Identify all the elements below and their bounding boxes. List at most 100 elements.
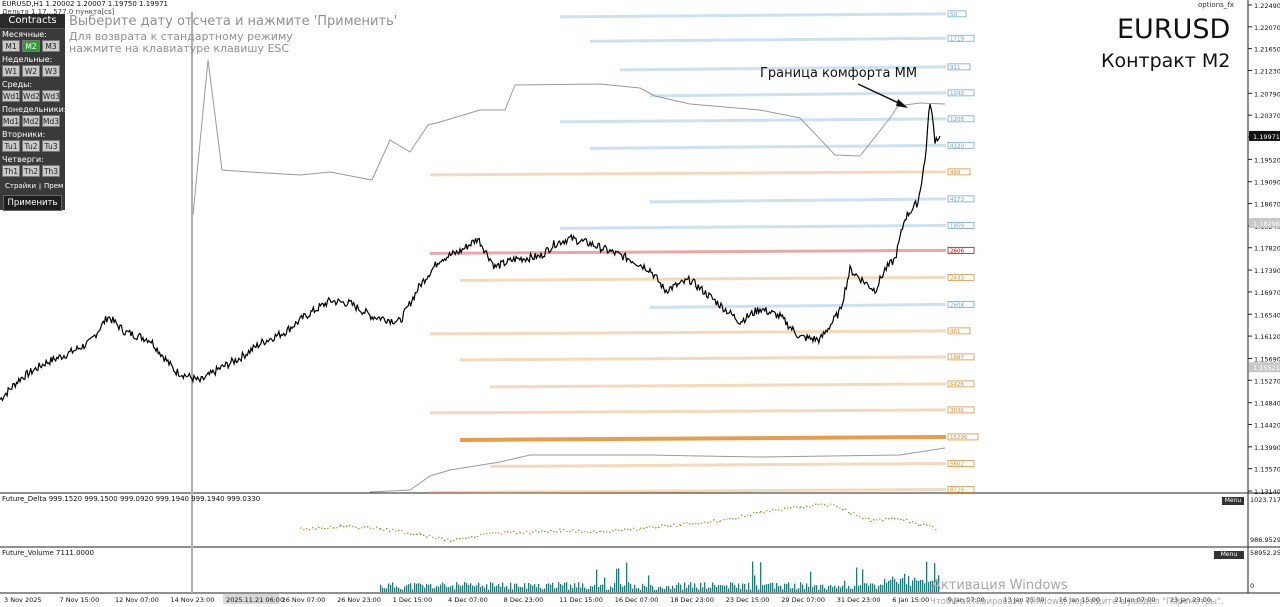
delta-point — [815, 503, 817, 505]
volume-bar — [634, 584, 636, 592]
delta-point — [600, 530, 602, 532]
volume-bar — [710, 587, 712, 592]
contract-button-w2[interactable]: W2 — [22, 65, 40, 77]
volume-bar — [706, 588, 708, 592]
contract-button-w3[interactable]: W3 — [42, 65, 60, 77]
contract-button-m2[interactable]: M2 — [22, 40, 40, 52]
delta-point — [538, 531, 540, 533]
hint-line-1: Выберите дату отсчета и нажмите 'Примени… — [69, 14, 398, 29]
volume-bar — [576, 587, 578, 592]
option-level-label: 50 — [950, 12, 957, 18]
option-level-bar — [429, 487, 947, 494]
delta-point — [923, 523, 925, 525]
option-level-bar — [649, 91, 947, 98]
delta-point — [784, 507, 786, 509]
volume-bar — [918, 580, 920, 592]
option-level-bar — [589, 143, 947, 150]
delta-point — [563, 529, 565, 531]
contract-button-md3[interactable]: Md3 — [42, 115, 60, 127]
group-buttons: Th1 Th2 Th3 — [0, 165, 65, 178]
premium-radio[interactable] — [39, 182, 42, 190]
delta-menu-button[interactable]: Menu — [1222, 497, 1244, 505]
delta-point — [876, 519, 878, 521]
option-level-label: 3836 — [950, 408, 964, 414]
volume-bar — [690, 582, 692, 592]
contract-button-tu1[interactable]: Tu1 — [2, 140, 20, 152]
delta-point — [824, 504, 826, 506]
volume-bar — [410, 583, 412, 592]
chart-area[interactable] — [0, 0, 1248, 493]
delta-point — [760, 511, 762, 513]
contract-button-th2[interactable]: Th2 — [22, 165, 40, 177]
price-tick-label: 1.13990 — [1254, 444, 1280, 452]
volume-bar — [730, 582, 732, 592]
option-level-box — [947, 63, 971, 71]
volume-bar — [766, 584, 768, 592]
contract-button-tu3[interactable]: Tu3 — [42, 140, 60, 152]
delta-point — [695, 522, 697, 525]
volume-bar — [554, 588, 556, 592]
contract-button-wd1[interactable]: Wd1 — [2, 90, 20, 102]
contract-button-wd3[interactable]: Wd3 — [42, 90, 60, 102]
volume-bar — [846, 588, 848, 592]
volume-bar — [800, 582, 802, 592]
reference-date-tag — [223, 594, 280, 604]
contract-button-m3[interactable]: M3 — [42, 40, 60, 52]
volume-menu-button[interactable]: Menu — [1214, 551, 1244, 559]
delta-point — [584, 530, 586, 533]
volume-bar — [480, 587, 482, 592]
delta-point — [444, 539, 446, 542]
delta-point — [535, 530, 537, 532]
delta-point — [609, 531, 611, 533]
volume-bar — [896, 581, 898, 592]
delta-point — [321, 527, 323, 529]
volume-bar — [732, 583, 734, 592]
volume-bar — [726, 585, 728, 592]
delta-point — [707, 522, 709, 524]
contract-button-tu2[interactable]: Tu2 — [22, 140, 40, 152]
delta-point — [862, 517, 864, 520]
delta-point — [870, 520, 872, 523]
volume-bar — [584, 587, 586, 592]
volume-bar — [878, 585, 880, 592]
contract-button-w1[interactable]: W1 — [2, 65, 20, 77]
apply-button[interactable]: Применить — [3, 195, 62, 211]
volume-bar — [546, 583, 548, 592]
volume-bar — [860, 585, 862, 592]
contract-button-th3[interactable]: Th3 — [42, 165, 60, 177]
price-line — [0, 103, 941, 402]
contract-button-m1[interactable]: M1 — [2, 40, 20, 52]
time-tick-label: 16 Dec 07:00 — [615, 596, 659, 604]
contract-groups: Месячные: M1 M2 M3 Недельные: W1 W2 W3 Среды: Wd1… — [0, 29, 67, 178]
delta-point — [516, 533, 518, 535]
volume-bar — [522, 587, 524, 592]
volume-bar — [442, 582, 444, 592]
volume-bar — [722, 585, 724, 592]
volume-bar — [658, 587, 660, 592]
volume-bar — [772, 582, 774, 592]
delta-point — [498, 532, 500, 534]
volume-bar — [666, 586, 668, 592]
delta-point — [701, 522, 703, 524]
volume-bar — [694, 583, 696, 592]
option-level-bar — [619, 65, 947, 72]
option-level-bar — [489, 382, 947, 389]
contract-button-md2[interactable]: Md2 — [22, 115, 40, 127]
contract-button-wd2[interactable]: Wd2 — [22, 90, 40, 102]
delta-point — [501, 533, 503, 535]
volume-bar — [874, 584, 876, 592]
option-level-box — [947, 327, 971, 335]
volume-bar — [620, 584, 622, 592]
volume-bar — [818, 589, 820, 592]
volume-bar — [444, 584, 446, 592]
volume-bar — [400, 589, 402, 592]
delta-point — [315, 528, 317, 530]
price-tick-label: 1.19520 — [1254, 156, 1280, 164]
volume-bar — [894, 578, 896, 592]
contract-button-md1[interactable]: Md1 — [2, 115, 20, 127]
contract-button-th1[interactable]: Th1 — [2, 165, 20, 177]
delta-point — [426, 536, 428, 538]
contracts-panel: Contracts Месячные: M1 M2 M3 Недельные: W1 W2 W… — [0, 14, 67, 211]
delta-point — [603, 531, 605, 533]
